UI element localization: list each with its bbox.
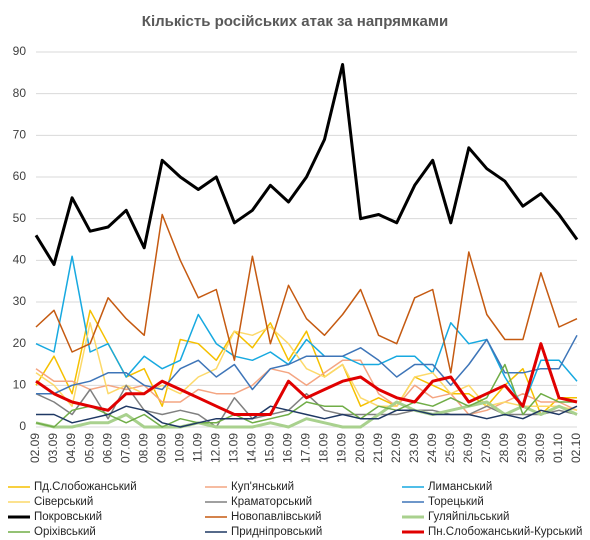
- x-tick-label: 12.09: [209, 433, 223, 463]
- x-tick-label: 21.09: [371, 433, 385, 463]
- x-tick-label: 10.09: [172, 433, 186, 463]
- y-tick-label: 80: [13, 86, 27, 100]
- x-tick-label: 29.09: [515, 433, 529, 463]
- x-tick-label: 19.09: [335, 433, 349, 463]
- series-line: [35, 384, 578, 428]
- x-tick-label: 14.09: [245, 433, 259, 463]
- x-tick-label: 22.09: [389, 433, 403, 463]
- x-tick-label: 25.09: [443, 433, 457, 463]
- x-tick-label: 05.09: [82, 433, 96, 463]
- x-tick-label: 09.09: [154, 433, 168, 463]
- x-tick-label: 01.10: [551, 433, 565, 463]
- x-tick-label: 06.09: [100, 433, 114, 463]
- y-tick-label: 10: [13, 378, 27, 392]
- x-tick-label: 17.09: [299, 433, 313, 463]
- legend-label: Краматорський: [231, 496, 312, 508]
- x-tick-label: 07.09: [118, 433, 132, 463]
- y-tick-label: 40: [13, 253, 27, 267]
- series-line: [36, 405, 578, 428]
- x-tick-label: 20.09: [353, 433, 367, 463]
- x-tick-label: 23.09: [407, 433, 421, 463]
- x-tick-label: 11.09: [190, 433, 204, 462]
- series-line: [35, 213, 578, 374]
- chart-title: Кількість російських атак за напрямками: [142, 13, 448, 30]
- legend-label: Пд.Слобожанський: [34, 481, 137, 493]
- x-tick-label: 18.09: [317, 433, 331, 463]
- legend-label: Торецький: [428, 496, 484, 508]
- x-tick-label: 24.09: [425, 433, 439, 463]
- legend-label: Оріхівський: [34, 526, 96, 538]
- x-tick-label: 02.10: [569, 433, 583, 463]
- x-tick-label: 30.09: [533, 433, 547, 463]
- series-line: [35, 400, 578, 429]
- y-tick-label: 70: [13, 128, 27, 142]
- x-tick-label: 26.09: [461, 433, 475, 463]
- x-tick-label: 13.09: [227, 433, 241, 463]
- y-tick-label: 0: [19, 419, 26, 433]
- y-tick-label: 50: [13, 211, 27, 225]
- series-line: [35, 363, 577, 428]
- y-tick-label: 30: [13, 294, 27, 308]
- legend-label: Покровський: [34, 511, 102, 523]
- series-line: [35, 342, 578, 416]
- x-tick-label: 02.09: [28, 433, 42, 463]
- x-tick-label: 15.09: [263, 433, 277, 463]
- legend-label: Гуляйпільський: [428, 511, 509, 523]
- series-line: [36, 334, 578, 395]
- x-tick-label: 28.09: [497, 433, 511, 463]
- legend-label: Пн.Слобожанський-Курський: [428, 526, 582, 538]
- x-tick-label: 08.09: [136, 433, 150, 463]
- legend-label: Сіверський: [34, 496, 93, 508]
- legend-label: Куп'янський: [231, 481, 294, 493]
- series-line: [35, 359, 578, 416]
- legend-label: Придніпровський: [231, 526, 322, 538]
- x-tick-label: 27.09: [479, 433, 493, 463]
- y-tick-label: 90: [13, 44, 27, 58]
- legend-label: Новопавлівський: [231, 511, 321, 523]
- x-tick-label: 04.09: [64, 433, 78, 463]
- y-tick-label: 60: [13, 169, 27, 183]
- x-tick-label: 03.09: [46, 433, 60, 463]
- series-line: [34, 63, 579, 266]
- legend-label: Лиманський: [428, 481, 492, 493]
- x-tick-label: 16.09: [281, 433, 295, 463]
- y-tick-label: 20: [13, 336, 27, 350]
